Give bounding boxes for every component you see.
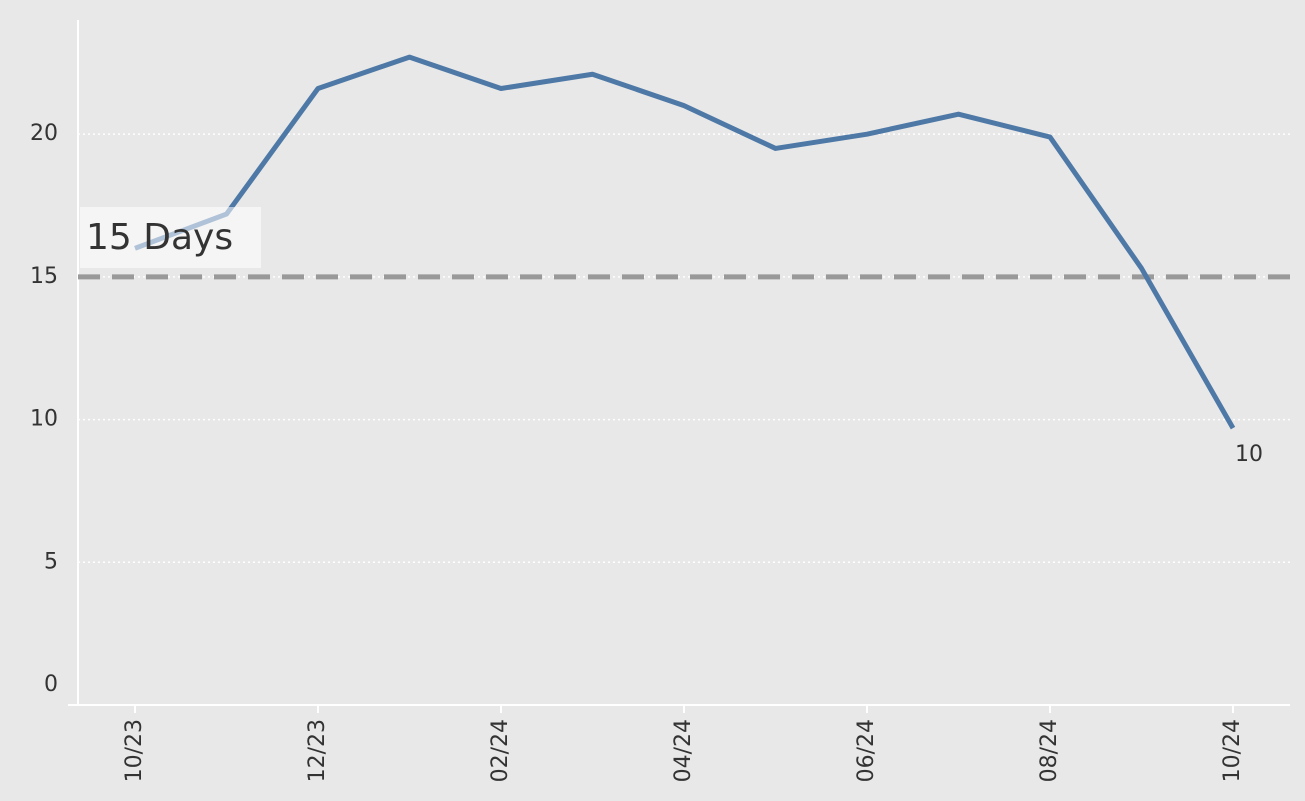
- reference-label-box: [80, 207, 261, 268]
- data-label: 10: [1235, 442, 1263, 467]
- y-tick-label: 5: [44, 549, 58, 574]
- x-tick-label: 10/23: [122, 719, 147, 782]
- x-tick-label: 06/24: [854, 719, 879, 782]
- y-tick-label: 10: [30, 407, 58, 432]
- reference-label: 15 Days: [86, 217, 233, 258]
- x-tick-label: 10/24: [1220, 719, 1245, 782]
- x-tick-label: 02/24: [488, 719, 513, 782]
- x-tick-label: 08/24: [1037, 719, 1062, 782]
- y-tick-label: 0: [44, 672, 58, 697]
- y-tick-label: 15: [30, 264, 58, 289]
- y-tick-label: 20: [30, 121, 58, 146]
- x-tick-label: 12/23: [305, 719, 330, 782]
- line-series: [134, 54, 1236, 430]
- x-tick-label: 04/24: [671, 719, 696, 782]
